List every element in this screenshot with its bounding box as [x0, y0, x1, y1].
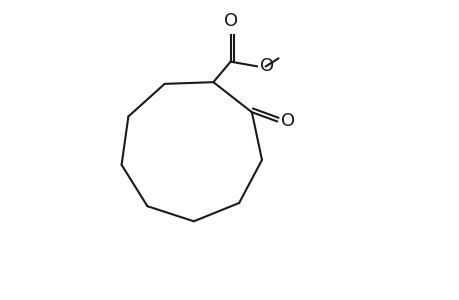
Text: O: O — [281, 112, 295, 130]
Text: O: O — [259, 57, 274, 75]
Text: O: O — [223, 12, 237, 30]
